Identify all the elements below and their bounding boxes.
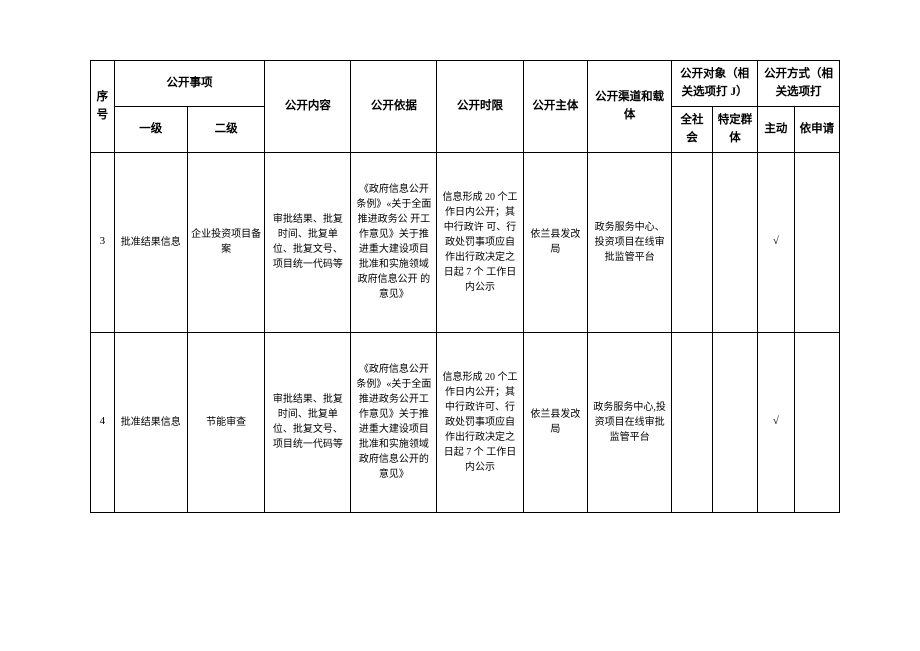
header-active: 主动 — [758, 106, 795, 152]
cell-whole-society — [672, 332, 713, 512]
cell-on-request — [794, 332, 839, 512]
header-seq: 序号 — [91, 61, 115, 153]
header-target: 公开对象（相关选项打 J） — [672, 61, 758, 107]
header-level2: 二级 — [187, 106, 264, 152]
header-specific-group: 特定群体 — [712, 106, 757, 152]
header-method: 公开方式（相关选项打 — [758, 61, 840, 107]
cell-channel: 政务服务中心、投资项目在线审批监管平台 — [588, 152, 672, 332]
header-level1: 一级 — [114, 106, 187, 152]
header-on-request: 依申请 — [794, 106, 839, 152]
header-content: 公开内容 — [265, 61, 351, 153]
cell-content: 审批结果、批复时间、批复单 位、批复文号、项目统一代码等 — [265, 332, 351, 512]
header-channel: 公开渠道和载体 — [588, 61, 672, 153]
cell-basis: 《政府信息公开条例》«关于全面推进政务公开工作意见》关于推进重大建设项目批准和实… — [351, 332, 437, 512]
header-basis: 公开依据 — [351, 61, 437, 153]
cell-level1: 批准结果信息 — [114, 332, 187, 512]
cell-specific-group — [712, 332, 757, 512]
cell-subject: 依兰县发改局 — [523, 332, 588, 512]
cell-time-limit: 信息形成 20 个工作日内公开；其中行政许 可、行政处罚事项应自作出行政决定之日… — [437, 152, 523, 332]
cell-channel: 政务服务中心,投资项目在线审批监管平台 — [588, 332, 672, 512]
cell-level2: 企业投资项目备案 — [187, 152, 264, 332]
cell-time-limit: 信息形成 20 个工作日内公开；其中行政许可、行政处罚事项应自作出行政决定之日起… — [437, 332, 523, 512]
disclosure-table: 序号 公开事项 公开内容 公开依据 公开时限 公开主体 公开渠道和载体 公开对象… — [90, 60, 840, 513]
table-row: 3 批准结果信息 企业投资项目备案 审批结果、批复时间、批复单位、批复文号、 项… — [91, 152, 840, 332]
cell-level2: 节能审查 — [187, 332, 264, 512]
cell-seq: 3 — [91, 152, 115, 332]
cell-level1: 批准结果信息 — [114, 152, 187, 332]
cell-specific-group — [712, 152, 757, 332]
header-subject: 公开主体 — [523, 61, 588, 153]
header-time-limit: 公开时限 — [437, 61, 523, 153]
cell-basis: 《政府信息公开条例》«关于全面推进政务公 开工作意见》关于推进重大建设项目批准和… — [351, 152, 437, 332]
cell-whole-society — [672, 152, 713, 332]
table-row: 4 批准结果信息 节能审查 审批结果、批复时间、批复单 位、批复文号、项目统一代… — [91, 332, 840, 512]
cell-active: √ — [758, 332, 795, 512]
cell-on-request — [794, 152, 839, 332]
cell-active: √ — [758, 152, 795, 332]
header-matter: 公开事项 — [114, 61, 265, 107]
cell-content: 审批结果、批复时间、批复单位、批复文号、 项目统一代码等 — [265, 152, 351, 332]
cell-seq: 4 — [91, 332, 115, 512]
header-whole-society: 全社会 — [672, 106, 713, 152]
cell-subject: 依兰县发改局 — [523, 152, 588, 332]
